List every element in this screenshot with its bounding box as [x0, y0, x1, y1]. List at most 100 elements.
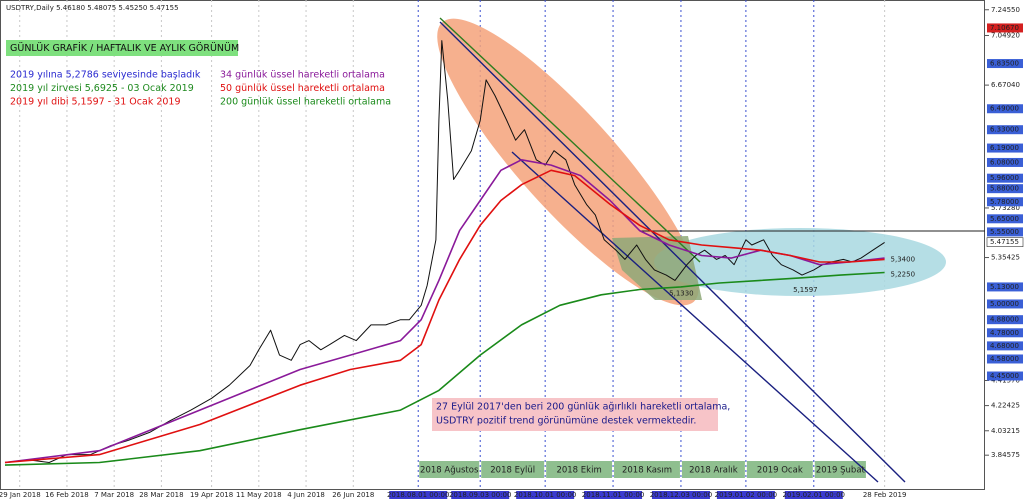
x-tick-highlight	[584, 491, 643, 499]
level-label: 6.83500	[990, 60, 1019, 68]
consolidation-highlight	[654, 228, 946, 296]
x-tick-label: 28 Mar 2018	[139, 491, 183, 499]
level-label: 5.55000	[990, 228, 1019, 236]
y-tick-label: 5.35425	[991, 254, 1020, 262]
point-label: 5,3400	[891, 255, 916, 263]
level-box	[987, 184, 1023, 194]
x-tick-label: 2018.10.01 00:00	[514, 491, 576, 499]
level-box	[987, 315, 1023, 325]
level-label: 5.88000	[990, 185, 1019, 193]
comment-line: 27 Eylül 2017'den beri 200 günlük ağırlı…	[436, 402, 730, 413]
month-label: 2018 Kasım	[622, 466, 672, 476]
x-tick-label: 7 Mar 2018	[94, 491, 134, 499]
x-tick-label: 19 Apr 2018	[190, 491, 233, 499]
month-band	[481, 461, 545, 478]
y-tick-label: 7.04920	[991, 31, 1020, 39]
note: 2019 yıl zirvesi 5,6925 - 03 Ocak 2019	[10, 83, 194, 94]
point-label: 5,1330	[669, 290, 694, 298]
x-tick-label: 2018.12.03 00:00	[650, 491, 712, 499]
legend-entry: 200 günlük üssel hareketli ortalama	[220, 97, 391, 108]
x-tick-highlight	[389, 491, 448, 499]
level-label: 6.33000	[990, 126, 1019, 134]
level-label: 5.96000	[990, 174, 1019, 182]
trend-channel-highlight	[437, 18, 699, 306]
note: 2019 yılına 5,2786 seviyesinde başladık	[10, 70, 201, 81]
x-tick-highlight	[784, 491, 843, 499]
level-box	[987, 125, 1023, 135]
level-box	[987, 197, 1023, 207]
symbol-header: USDTRY,Daily 5.46180 5.48075 5.45250 5.4…	[6, 4, 179, 12]
level-box	[987, 282, 1023, 292]
month-band	[546, 461, 613, 478]
x-tick-highlight	[716, 491, 775, 499]
y-tick-label: 4.03215	[991, 427, 1020, 435]
x-tick-label: 11 May 2018	[236, 491, 282, 499]
x-tick-label: 26 Jun 2018	[332, 491, 374, 499]
level-box	[987, 341, 1023, 351]
level-label: 5.65000	[990, 215, 1019, 223]
level-label: 7.10670	[990, 24, 1019, 32]
level-box	[987, 173, 1023, 183]
legend-entry: 34 günlük üssel hareketli ortalama	[220, 70, 385, 81]
month-band	[681, 461, 745, 478]
level-label: 4.58000	[990, 355, 1019, 363]
month-band	[814, 461, 866, 478]
y-tick-label: 5.73280	[991, 204, 1020, 212]
level-label: 4.45000	[990, 372, 1019, 380]
level-label: 6.49000	[990, 105, 1019, 113]
level-box	[987, 157, 1023, 167]
month-band	[746, 461, 813, 478]
y-tick-label: 3.84575	[991, 451, 1020, 459]
x-tick-label: 4 Jun 2018	[287, 491, 325, 499]
level-label: 5.13000	[990, 283, 1019, 291]
badge-box	[6, 40, 238, 56]
moving-average-line	[4, 169, 885, 464]
trend-line	[439, 17, 701, 263]
level-box	[986, 237, 1024, 247]
month-band	[614, 461, 680, 478]
level-box	[987, 227, 1023, 237]
comment-line: USDTRY pozitif trend görünümüne destek v…	[436, 416, 696, 427]
month-label: 2018 Eylül	[490, 466, 535, 476]
price-line	[4, 40, 885, 463]
level-label: 5.47155	[990, 238, 1019, 246]
month-label: 2018 Aralık	[689, 466, 738, 476]
level-box	[987, 371, 1023, 381]
level-box	[987, 214, 1023, 224]
legend-entry: 50 günlük üssel hareketli ortalama	[220, 83, 385, 94]
level-box	[987, 59, 1023, 69]
level-box	[987, 299, 1023, 309]
trend-line	[511, 151, 879, 483]
level-label: 6.19000	[990, 144, 1019, 152]
x-tick-label: 28 Feb 2019	[863, 491, 907, 499]
month-label: 2019 Ocak	[757, 466, 803, 476]
data-layer	[4, 40, 885, 466]
level-label: 4.68000	[990, 342, 1019, 350]
level-box	[987, 104, 1023, 114]
x-tick-highlight	[451, 491, 510, 499]
badge: GÜNLÜK GRAFİK / HAFTALIK VE AYLIK GÖRÜNÜ…	[10, 43, 239, 54]
level-label: 5.00000	[990, 300, 1019, 308]
comment-box	[432, 398, 718, 431]
level-box	[987, 354, 1023, 364]
level-label: 4.78000	[990, 329, 1019, 337]
level-box	[987, 23, 1023, 33]
moving-average-line	[4, 271, 885, 466]
x-tick-label: 29 Jan 2018	[0, 491, 41, 499]
x-tick-label: 2018.11.01 00:00	[582, 491, 644, 499]
point-label: 5,1597	[793, 286, 818, 294]
y-tick-label: 7.24550	[991, 6, 1020, 14]
x-tick-label: 2018.09.03 00:00	[449, 491, 511, 499]
month-label: 2018 Ağustos	[420, 466, 479, 476]
y-tick-label: 6.67040	[991, 81, 1020, 89]
month-band	[419, 461, 480, 478]
month-label: 2019 Şubat	[816, 466, 866, 476]
breakout-zone	[612, 236, 702, 300]
x-tick-label: 2019.01.02 00:00	[715, 491, 777, 499]
x-tick-highlight	[516, 491, 575, 499]
month-label: 2018 Ekim	[556, 466, 601, 476]
level-label: 4.88000	[990, 316, 1019, 324]
x-tick-label: 2018.08.01 00:00	[387, 491, 449, 499]
